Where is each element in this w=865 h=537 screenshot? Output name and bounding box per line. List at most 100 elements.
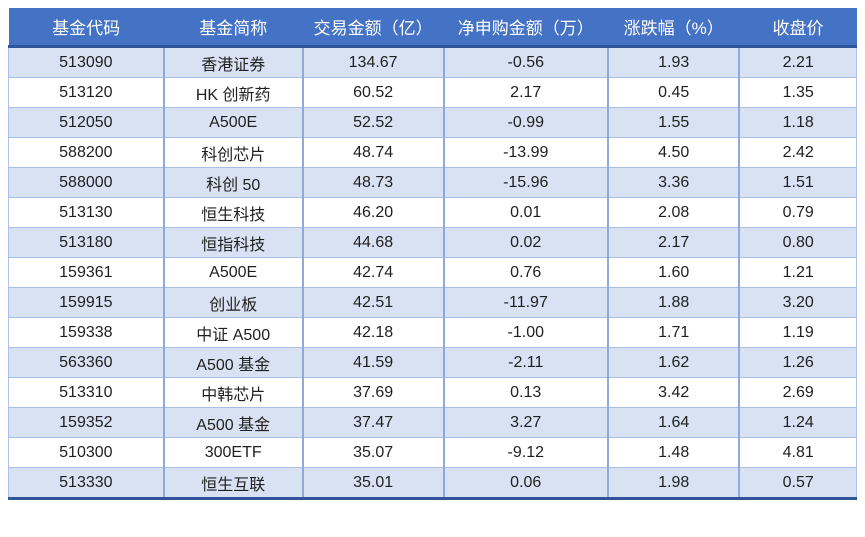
table-header-row: 基金代码 基金简称 交易金额（亿） 净申购金额（万） 涨跌幅（%） 收盘价 [8, 8, 857, 48]
cell-change: 0.45 [606, 77, 741, 108]
cell-net: -15.96 [442, 167, 609, 198]
cell-net: 0.06 [442, 467, 609, 500]
cell-amount: 48.74 [301, 137, 445, 168]
cell-amount: 42.18 [301, 317, 445, 348]
cell-close: 1.18 [738, 107, 858, 138]
cell-name: 创业板 [162, 287, 304, 318]
column-header-change: 涨跌幅（%） [608, 8, 740, 48]
column-header-name: 基金简称 [163, 8, 303, 48]
cell-change: 3.36 [606, 167, 741, 198]
cell-name: 恒指科技 [162, 227, 304, 258]
cell-name: 恒生科技 [162, 197, 304, 228]
cell-close: 0.79 [738, 197, 858, 228]
cell-close: 1.35 [738, 77, 858, 108]
cell-code: 512050 [7, 107, 165, 138]
table-row: 513180 恒指科技 44.68 0.02 2.17 0.80 [7, 227, 858, 258]
table-row: 510300 300ETF 35.07 -9.12 1.48 4.81 [7, 437, 858, 468]
table-row: 159915 创业板 42.51 -11.97 1.88 3.20 [7, 287, 858, 318]
cell-code: 159915 [7, 287, 165, 318]
cell-code: 563360 [7, 347, 165, 378]
cell-close: 2.21 [738, 46, 858, 78]
cell-code: 513090 [7, 46, 165, 78]
cell-net: 2.17 [442, 77, 609, 108]
table-row: 513330 恒生互联 35.01 0.06 1.98 0.57 [7, 467, 858, 500]
table-body: 513090 香港证券 134.67 -0.56 1.93 2.21 513120 HK 创新… [7, 46, 858, 500]
cell-net: 0.76 [442, 257, 609, 288]
cell-change: 2.08 [606, 197, 741, 228]
column-header-amount: 交易金额（亿） [302, 8, 444, 48]
cell-change: 1.55 [606, 107, 741, 138]
cell-code: 159338 [7, 317, 165, 348]
cell-change: 1.98 [606, 467, 741, 500]
cell-change: 1.60 [606, 257, 741, 288]
cell-name: A500 基金 [162, 407, 304, 438]
cell-amount: 46.20 [301, 197, 445, 228]
cell-close: 1.19 [738, 317, 858, 348]
table-row: 588000 科创 50 48.73 -15.96 3.36 1.51 [7, 167, 858, 198]
cell-net: -9.12 [442, 437, 609, 468]
cell-close: 1.26 [738, 347, 858, 378]
cell-code: 510300 [7, 437, 165, 468]
cell-code: 513130 [7, 197, 165, 228]
cell-name: A500 基金 [162, 347, 304, 378]
cell-close: 1.21 [738, 257, 858, 288]
table-header: 基金代码 基金简称 交易金额（亿） 净申购金额（万） 涨跌幅（%） 收盘价 [8, 8, 857, 48]
cell-net: 0.01 [442, 197, 609, 228]
cell-code: 159352 [7, 407, 165, 438]
cell-change: 1.64 [606, 407, 741, 438]
cell-close: 4.81 [738, 437, 858, 468]
cell-net: -0.99 [442, 107, 609, 138]
cell-amount: 52.52 [301, 107, 445, 138]
table-row: 588200 科创芯片 48.74 -13.99 4.50 2.42 [7, 137, 858, 168]
cell-change: 1.48 [606, 437, 741, 468]
cell-code: 588200 [7, 137, 165, 168]
cell-amount: 37.69 [301, 377, 445, 408]
cell-amount: 35.01 [301, 467, 445, 500]
table-row: 159361 A500E 42.74 0.76 1.60 1.21 [7, 257, 858, 288]
cell-close: 1.51 [738, 167, 858, 198]
cell-name: 中证 A500 [162, 317, 304, 348]
cell-change: 4.50 [606, 137, 741, 168]
cell-amount: 48.73 [301, 167, 445, 198]
cell-change: 1.71 [606, 317, 741, 348]
table-row: 513310 中韩芯片 37.69 0.13 3.42 2.69 [7, 377, 858, 408]
table-row: 512050 A500E 52.52 -0.99 1.55 1.18 [7, 107, 858, 138]
cell-close: 0.57 [738, 467, 858, 500]
cell-amount: 35.07 [301, 437, 445, 468]
cell-close: 3.20 [738, 287, 858, 318]
cell-net: -0.56 [442, 46, 609, 78]
cell-code: 513330 [7, 467, 165, 500]
cell-close: 2.42 [738, 137, 858, 168]
cell-change: 1.88 [606, 287, 741, 318]
cell-code: 513120 [7, 77, 165, 108]
cell-amount: 42.74 [301, 257, 445, 288]
cell-net: -11.97 [442, 287, 609, 318]
cell-name: 恒生互联 [162, 467, 304, 500]
cell-name: 科创 50 [162, 167, 304, 198]
cell-name: 300ETF [162, 437, 304, 468]
cell-amount: 60.52 [301, 77, 445, 108]
table-row: 563360 A500 基金 41.59 -2.11 1.62 1.26 [7, 347, 858, 378]
cell-close: 2.69 [738, 377, 858, 408]
cell-change: 1.93 [606, 46, 741, 78]
column-header-close: 收盘价 [739, 8, 857, 48]
cell-change: 3.42 [606, 377, 741, 408]
column-header-code: 基金代码 [8, 8, 164, 48]
cell-name: 中韩芯片 [162, 377, 304, 408]
table-row: 159352 A500 基金 37.47 3.27 1.64 1.24 [7, 407, 858, 438]
cell-amount: 44.68 [301, 227, 445, 258]
table-row: 513090 香港证券 134.67 -0.56 1.93 2.21 [7, 46, 858, 78]
cell-name: 科创芯片 [162, 137, 304, 168]
cell-close: 1.24 [738, 407, 858, 438]
fund-data-table: 基金代码 基金简称 交易金额（亿） 净申购金额（万） 涨跌幅（%） 收盘价 513090 香… [7, 8, 858, 500]
table-row: 159338 中证 A500 42.18 -1.00 1.71 1.19 [7, 317, 858, 348]
cell-amount: 42.51 [301, 287, 445, 318]
cell-name: A500E [162, 107, 304, 138]
cell-net: 0.13 [442, 377, 609, 408]
cell-net: -2.11 [442, 347, 609, 378]
cell-code: 159361 [7, 257, 165, 288]
cell-amount: 134.67 [301, 46, 445, 78]
cell-net: 3.27 [442, 407, 609, 438]
cell-code: 513310 [7, 377, 165, 408]
